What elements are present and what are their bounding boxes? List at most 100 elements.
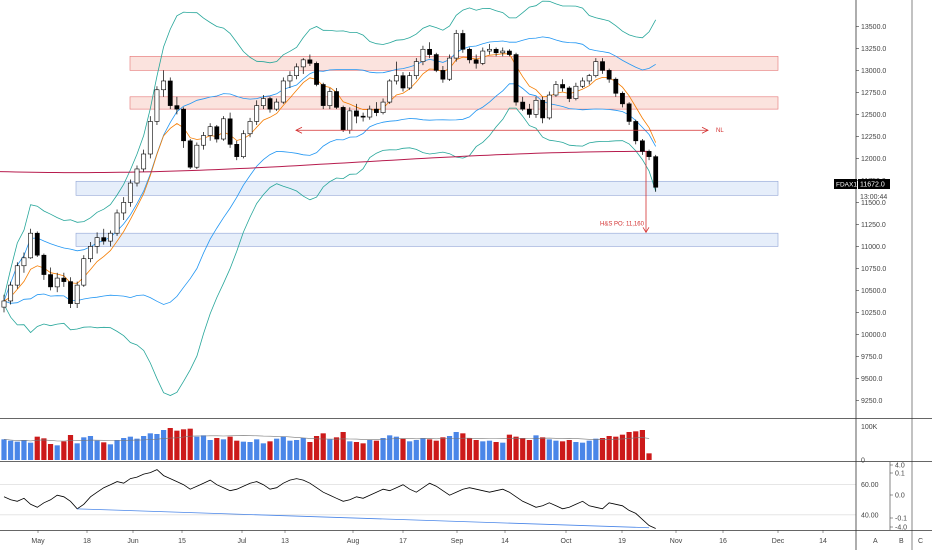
volume-bar (101, 442, 107, 460)
oscillator-pane: 60.00 40.00 4.00.1 0.0 -0.1 -4.0 (0, 463, 907, 532)
volume-bar (267, 441, 273, 460)
lower-band-line (3, 107, 657, 396)
toggle-b[interactable]: B (899, 538, 904, 545)
countdown-label: 13:00:44 (860, 194, 887, 201)
symbol-tag (834, 179, 857, 189)
last-price-tag (858, 179, 890, 189)
candle-body (14, 265, 20, 286)
volume-bar (333, 437, 340, 460)
toggle-c[interactable]: C (918, 538, 923, 545)
candle-body (194, 144, 200, 168)
volume-bar (280, 436, 286, 460)
candle-body (626, 103, 632, 122)
price-tick-label: 10750.0 (861, 266, 886, 273)
symbol-label: FDAX1! (836, 182, 859, 189)
volume-bar (61, 441, 67, 460)
toggle-a[interactable]: A (873, 538, 878, 545)
volume-bar (579, 442, 586, 460)
time-tick-label: May (31, 538, 45, 545)
candle-body (267, 98, 273, 110)
candle-body (74, 284, 80, 304)
candle-body (280, 80, 286, 103)
support-zone (75, 180, 779, 196)
price-tick-label: 10500.0 (861, 288, 886, 295)
volume-average-line (3, 435, 650, 442)
price-tick-label: 13000.0 (861, 68, 886, 75)
pane-toggle-buttons[interactable]: A B C (873, 538, 923, 545)
candle-body (347, 110, 353, 131)
volume-bar (393, 436, 399, 460)
time-tick-label: 17 (399, 538, 407, 545)
time-tick-label: Aug (347, 538, 360, 545)
time-axis[interactable]: May 18 Jun 15 Jul 13 Aug 17 Sep 14 Oct 19 Nov 16 Dec 14 (31, 530, 827, 545)
candle-body (500, 50, 506, 54)
resistance-zone (129, 96, 779, 110)
candle-body (506, 50, 512, 55)
candle-body (181, 108, 186, 142)
volume-bar (254, 439, 260, 460)
volume-bar (373, 440, 379, 460)
candle-body (94, 237, 100, 247)
volume-bar (407, 441, 413, 460)
volume-bar (493, 442, 499, 460)
volume-bar (294, 440, 300, 460)
candle-body (154, 89, 160, 122)
volume-tick-label: 0 (861, 458, 865, 465)
price-tick-label: 10000.0 (861, 332, 886, 339)
candle-body (653, 156, 659, 188)
volume-bar (313, 436, 320, 460)
time-tick-label: Jun (127, 538, 138, 545)
volume-bar (619, 434, 626, 460)
volume-bar (573, 442, 579, 460)
price-tick-label: 11250.0 (861, 222, 886, 229)
volume-bar (287, 440, 293, 460)
candle-body (566, 87, 572, 99)
volume-bar (167, 428, 173, 460)
volume-bar (566, 440, 572, 460)
volume-tick-label: 100K (861, 424, 878, 431)
time-tick-label: 13 (281, 538, 289, 545)
candle-body (8, 284, 14, 302)
candle-body (526, 108, 532, 115)
volume-bar (480, 441, 486, 460)
candle-body (247, 121, 253, 135)
volume-bar (8, 440, 14, 460)
volume-bar (540, 437, 546, 460)
neckline-left-arrow (295, 126, 303, 134)
candle-body (201, 135, 206, 146)
volume-bar (194, 436, 200, 460)
candle-body (354, 110, 359, 117)
volume-bar (127, 436, 133, 460)
price-tick-label: 11000.0 (861, 244, 886, 251)
zones-layer (75, 56, 779, 247)
volume-bar (81, 437, 87, 460)
price-tick-label: 9750.0 (861, 354, 883, 361)
volume-bar (646, 453, 652, 460)
price-tick-label: 12500.0 (861, 112, 886, 119)
volume-bar (200, 435, 207, 460)
candle-body (340, 107, 346, 131)
volume-bar (433, 440, 439, 460)
candle-body (227, 118, 233, 145)
volume-bar (207, 440, 213, 460)
candle-body (21, 257, 27, 267)
volume-bar (513, 436, 519, 460)
volume-bar (520, 438, 526, 460)
sma200-line (0, 150, 648, 174)
projection-arrowhead (642, 227, 650, 234)
candle-body (207, 126, 213, 136)
price-tick-label: 10250.0 (861, 310, 886, 317)
volume-bar (347, 441, 353, 460)
last-price-marker: FDAX1! 11672.0 13:00:44 (834, 179, 890, 201)
candle-body (214, 126, 220, 140)
volume-bar (633, 431, 639, 460)
oscillator-line (3, 469, 656, 529)
upper-band-line (3, 0, 657, 298)
time-tick-label: Sep (451, 538, 464, 545)
volume-bar (340, 432, 346, 460)
volume-bar (41, 438, 47, 460)
candle-body (600, 61, 605, 71)
volume-bar (593, 438, 599, 460)
